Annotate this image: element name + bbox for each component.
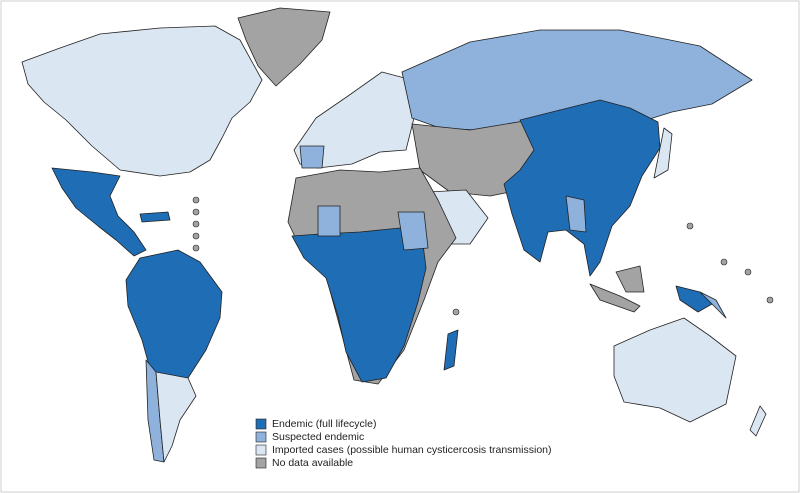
sudan bbox=[397, 211, 429, 251]
island bbox=[744, 268, 752, 276]
iberia bbox=[299, 145, 325, 169]
legend-label: Suspected endemic bbox=[272, 431, 364, 443]
new-guinea bbox=[675, 285, 713, 313]
island bbox=[192, 208, 200, 216]
caribbean bbox=[139, 211, 171, 223]
legend-label: Imported cases (possible human cysticerc… bbox=[272, 444, 552, 456]
legend: Endemic (full lifecycle)Suspected endemi… bbox=[255, 418, 552, 469]
islands bbox=[192, 196, 774, 316]
island bbox=[192, 196, 200, 204]
madagascar bbox=[443, 329, 459, 371]
legend-label: No data available bbox=[272, 457, 353, 469]
new-zealand bbox=[749, 405, 767, 437]
legend-label: Endemic (full lifecycle) bbox=[272, 418, 376, 430]
myanmar bbox=[565, 195, 587, 233]
island bbox=[766, 296, 774, 304]
sub-saharan-africa bbox=[291, 227, 427, 383]
japan bbox=[653, 127, 673, 179]
mali bbox=[317, 205, 341, 237]
north-america bbox=[21, 25, 263, 177]
south-east-asia bbox=[503, 99, 661, 277]
central-america bbox=[51, 167, 147, 257]
indonesia bbox=[589, 265, 645, 313]
papua bbox=[699, 291, 727, 319]
legend-swatch bbox=[255, 418, 267, 430]
legend-swatch bbox=[255, 457, 267, 469]
legend-swatch bbox=[255, 431, 267, 443]
island bbox=[720, 258, 728, 266]
island bbox=[192, 244, 200, 252]
island bbox=[452, 308, 460, 316]
greenland bbox=[237, 7, 331, 87]
regions bbox=[21, 7, 767, 463]
legend-swatch bbox=[255, 444, 267, 456]
island bbox=[686, 222, 694, 230]
island bbox=[192, 232, 200, 240]
island bbox=[192, 220, 200, 228]
argentina bbox=[155, 371, 197, 463]
australia bbox=[613, 317, 737, 423]
